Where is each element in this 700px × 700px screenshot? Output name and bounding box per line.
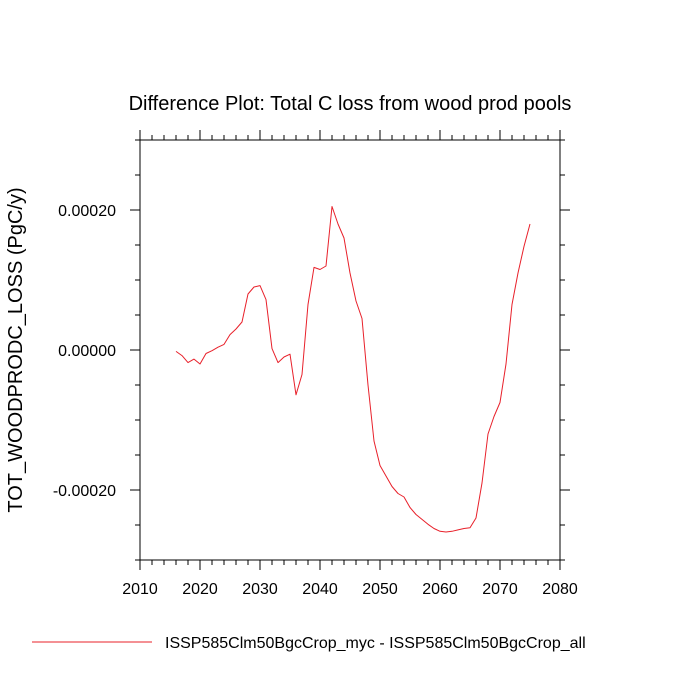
y-ticks: -0.00020 0.00000 0.00020	[53, 139, 570, 561]
plot-area: 2010 2020 2030 2040 2050 2060 2070 2080 -0.0002…	[53, 130, 578, 598]
y-tick-label: -0.00020	[53, 483, 116, 500]
x-tick-label: 2080	[542, 581, 578, 598]
x-tick-label: 2040	[302, 581, 338, 598]
x-tick-label: 2010	[122, 581, 158, 598]
legend: ISSP585Clm50BgcCrop_myc - ISSP585Clm50Bg…	[32, 635, 586, 652]
x-ticks: 2010 2020 2030 2040 2050 2060 2070 2080	[122, 130, 578, 598]
x-tick-label: 2060	[422, 581, 458, 598]
x-tick-label: 2030	[242, 581, 278, 598]
legend-label: ISSP585Clm50BgcCrop_myc - ISSP585Clm50Bg…	[165, 635, 586, 652]
plot-frame	[139, 139, 561, 561]
y-tick-label: 0.00020	[58, 203, 116, 220]
chart-title: Difference Plot: Total C loss from wood …	[129, 93, 572, 115]
x-tick-label: 2070	[482, 581, 518, 598]
x-tick-label: 2020	[182, 581, 218, 598]
x-tick-label: 2050	[362, 581, 398, 598]
series-group	[175, 206, 531, 533]
y-axis-label: TOT_WOODPRODC_LOSS (PgC/y)	[5, 187, 27, 512]
series-line	[175, 206, 531, 533]
y-tick-label: 0.00000	[58, 343, 116, 360]
